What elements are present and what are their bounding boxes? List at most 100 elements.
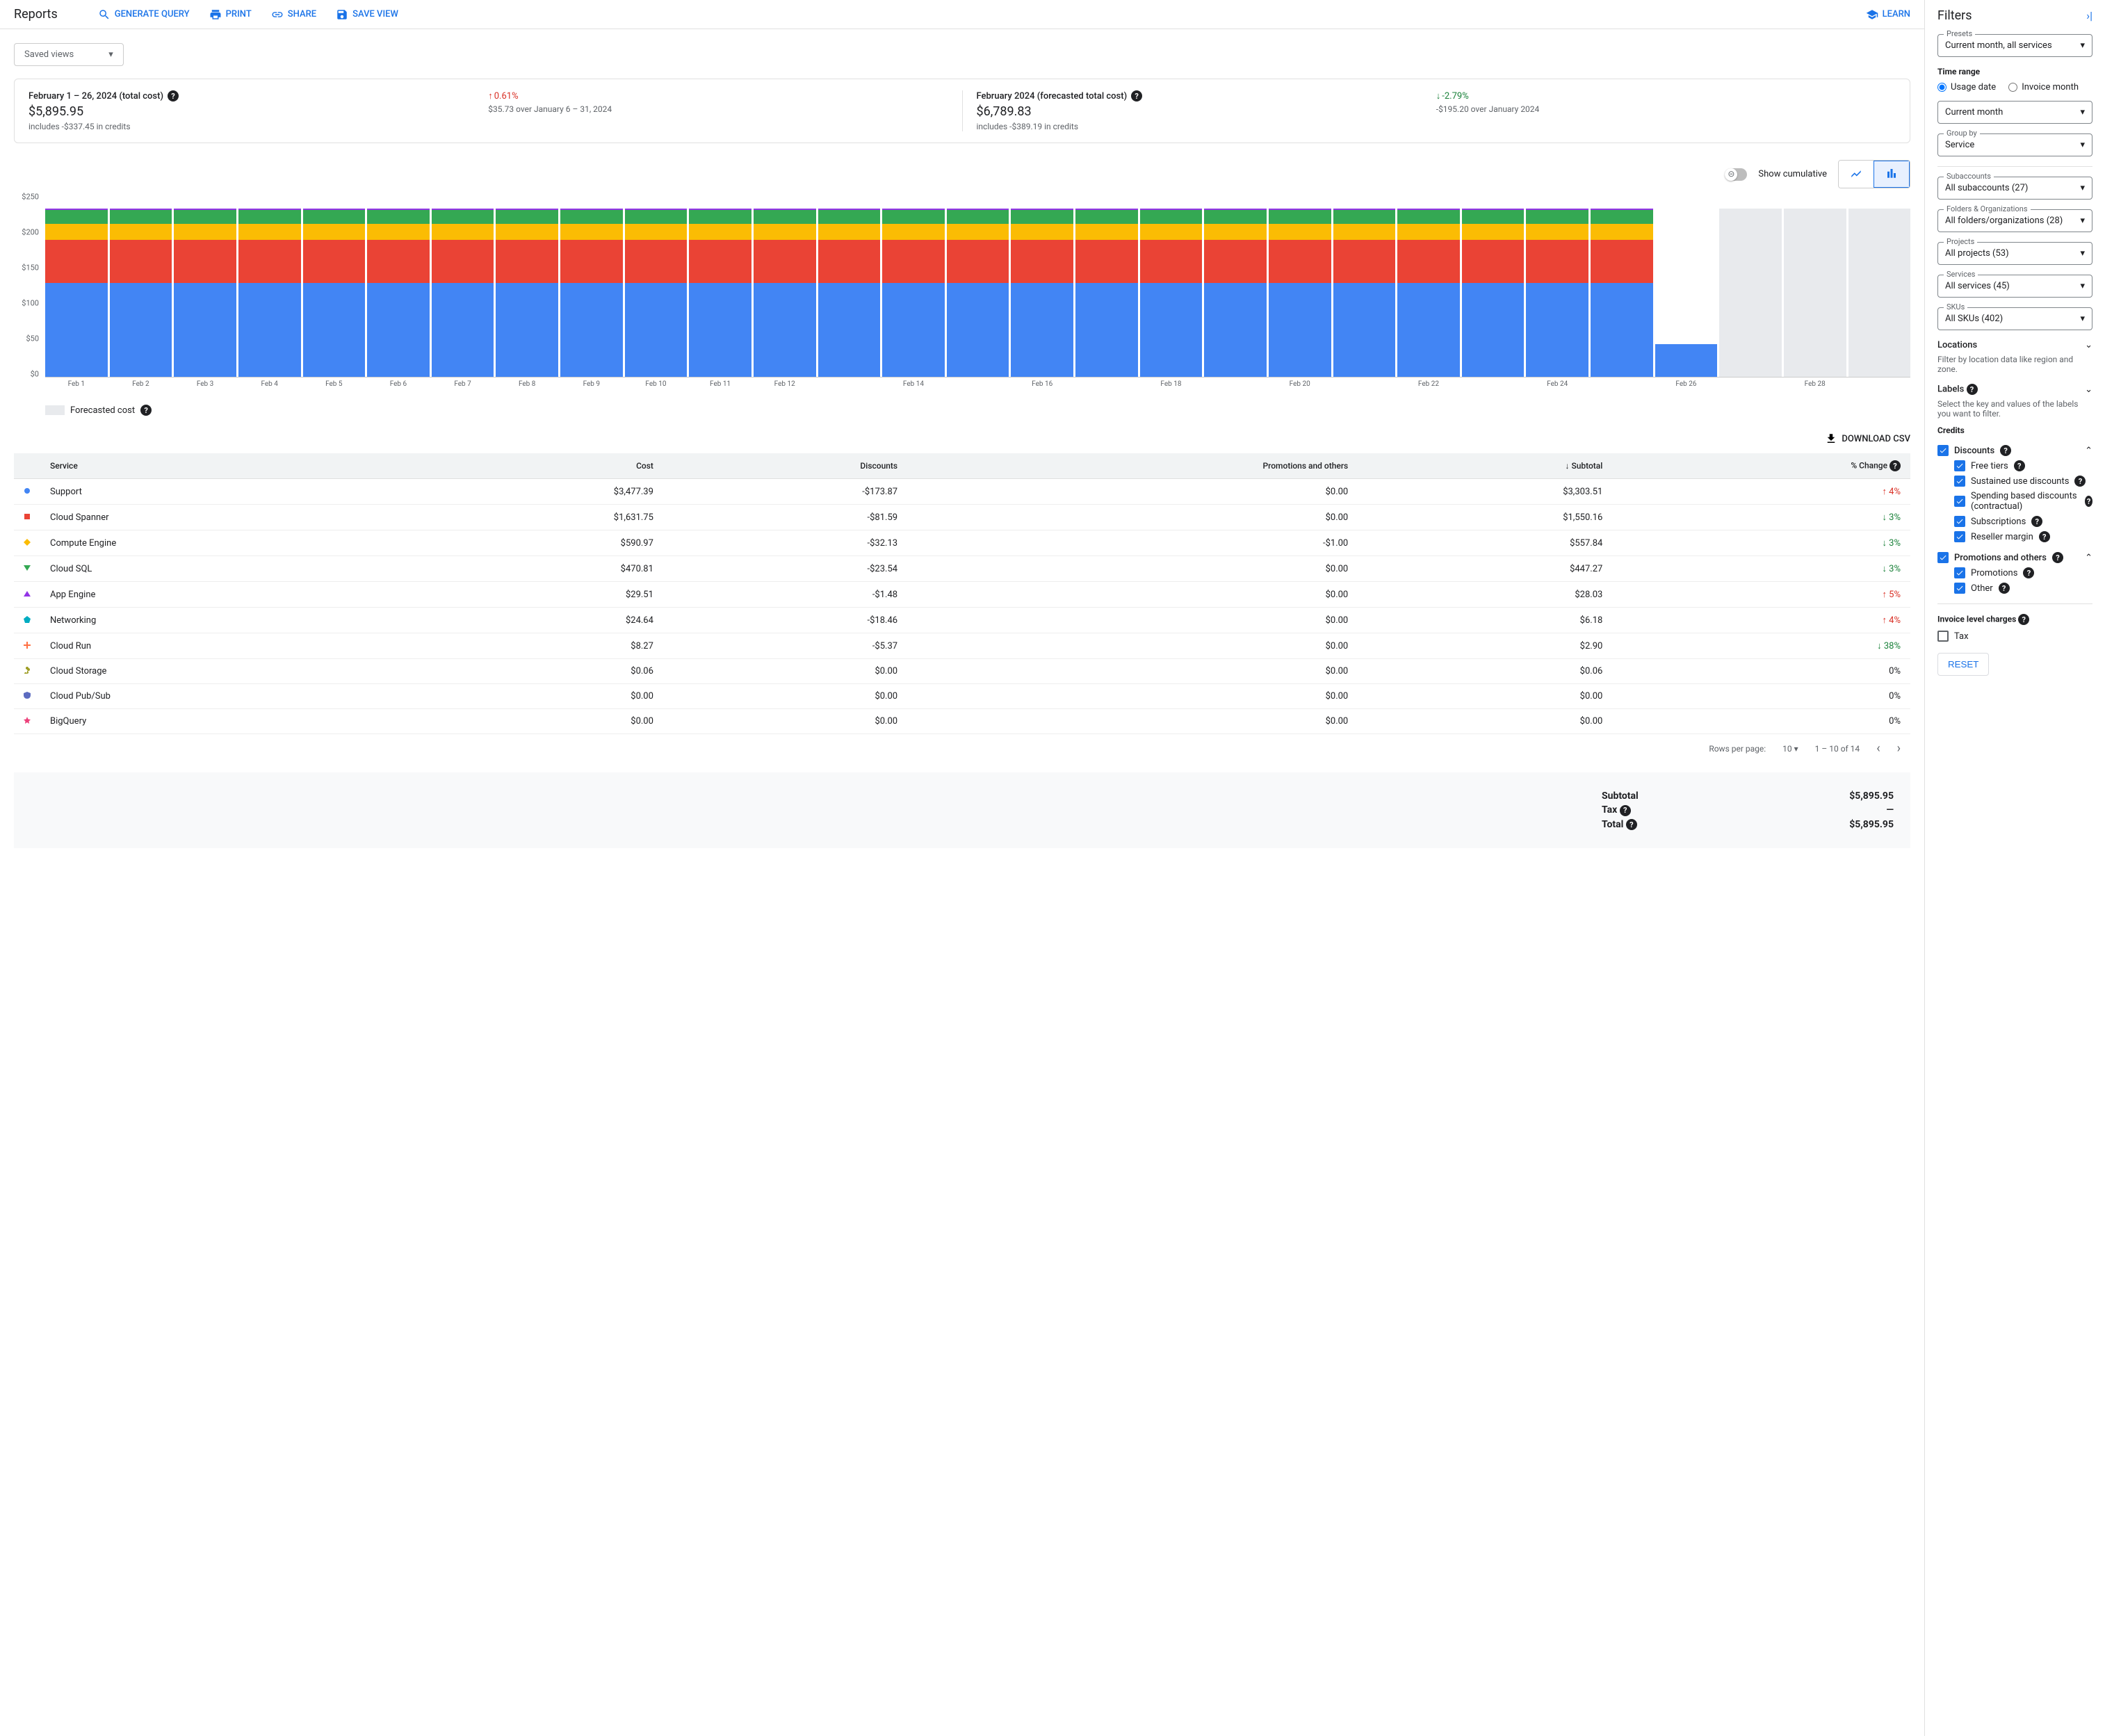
table-row[interactable]: Cloud Pub/Sub$0.00$0.00$0.00$0.000% [14, 684, 1910, 709]
table-row[interactable]: Cloud Run$8.27-$5.37$0.00$2.90↓ 38% [14, 633, 1910, 659]
share-button[interactable]: SHARE [271, 8, 316, 21]
chart-bar[interactable] [560, 197, 623, 377]
print-button[interactable]: PRINT [209, 8, 252, 21]
cumulative-toggle[interactable] [1725, 168, 1747, 181]
help-icon[interactable]: ? [2074, 476, 2086, 487]
chart-bar[interactable] [45, 197, 108, 377]
table-row[interactable]: Networking$24.64-$18.46$0.00$6.18↑ 4% [14, 608, 1910, 633]
invoice-month-radio[interactable]: Invoice month [2008, 82, 2079, 92]
chart-bar[interactable] [1655, 197, 1718, 377]
line-chart-button[interactable] [1839, 161, 1874, 188]
table-row[interactable]: Cloud SQL$470.81-$23.54$0.00$447.27↓ 3% [14, 556, 1910, 582]
chart-bar[interactable] [1526, 197, 1588, 377]
usage-date-radio[interactable]: Usage date [1937, 82, 1996, 92]
col-header[interactable]: % Change ? [1612, 453, 1910, 479]
help-icon[interactable]: ? [1620, 805, 1631, 816]
chart-bar[interactable] [367, 197, 430, 377]
chart-bar[interactable] [238, 197, 301, 377]
labels-section[interactable]: Labels ?⌄ [1937, 384, 2092, 395]
folders-select[interactable]: Folders & OrganizationsAll folders/organ… [1937, 209, 2092, 232]
services-select[interactable]: ServicesAll services (45)▾ [1937, 275, 2092, 298]
chart-bar[interactable] [818, 197, 881, 377]
chart-bar[interactable] [1140, 197, 1203, 377]
col-header[interactable]: Cost [409, 453, 663, 479]
time-range-select[interactable]: Current month ▾ [1937, 101, 2092, 124]
saved-views-dropdown[interactable]: Saved views ▾ [14, 43, 124, 66]
chart-bar[interactable] [1591, 197, 1653, 377]
help-icon[interactable]: ? [2000, 445, 2011, 456]
chart-bar[interactable] [882, 197, 945, 377]
table-row[interactable]: Compute Engine$590.97-$32.13-$1.00$557.8… [14, 530, 1910, 556]
subscriptions-checkbox[interactable] [1954, 516, 1965, 527]
table-row[interactable]: Cloud Spanner$1,631.75-$81.59$0.00$1,550… [14, 505, 1910, 530]
chart-bar[interactable] [1204, 197, 1267, 377]
learn-button[interactable]: LEARN [1866, 8, 1910, 21]
help-icon[interactable]: ? [2039, 531, 2050, 542]
help-icon[interactable]: ? [168, 90, 179, 102]
next-page-button[interactable]: › [1897, 741, 1901, 756]
help-icon[interactable]: ? [1131, 90, 1142, 102]
chart-bar[interactable] [689, 197, 751, 377]
promotions-checkbox[interactable] [1954, 567, 1965, 578]
col-header[interactable] [14, 453, 40, 479]
download-csv-button[interactable]: DOWNLOAD CSV [1825, 432, 1910, 445]
table-row[interactable]: Cloud Storage$0.06$0.00$0.00$0.060% [14, 659, 1910, 684]
help-icon[interactable]: ? [1999, 583, 2010, 594]
discounts-checkbox[interactable] [1937, 445, 1949, 456]
rows-per-page-select[interactable]: 10 ▾ [1782, 744, 1798, 754]
help-icon[interactable]: ? [2085, 496, 2092, 507]
table-row[interactable]: Support$3,477.39-$173.87$0.00$3,303.51↑ … [14, 479, 1910, 505]
collapse-filters-button[interactable]: ›| [2086, 9, 2092, 22]
help-icon[interactable]: ? [2014, 460, 2025, 471]
chart-bar[interactable] [174, 197, 236, 377]
table-row[interactable]: BigQuery$0.00$0.00$0.00$0.000% [14, 709, 1910, 734]
help-icon[interactable]: ? [1967, 384, 1978, 395]
free-tiers-checkbox[interactable] [1954, 460, 1965, 471]
chart-bar[interactable] [432, 197, 494, 377]
chart-bar[interactable] [1269, 197, 1331, 377]
chart-bar[interactable] [496, 197, 558, 377]
promotions-others-checkbox[interactable] [1937, 552, 1949, 563]
presets-select[interactable]: Presets Current month, all services ▾ [1937, 34, 2092, 57]
tax-checkbox[interactable] [1937, 631, 1949, 642]
chart-bar[interactable] [1462, 197, 1525, 377]
help-icon[interactable]: ? [1889, 460, 1901, 471]
projects-select[interactable]: ProjectsAll projects (53)▾ [1937, 242, 2092, 265]
chart-bar[interactable] [1333, 197, 1396, 377]
group-by-select[interactable]: Group by Service ▾ [1937, 133, 2092, 156]
chart-bar[interactable] [947, 197, 1009, 377]
spending-checkbox[interactable] [1954, 496, 1965, 507]
table-row[interactable]: App Engine$29.51-$1.48$0.00$28.03↑ 5% [14, 582, 1910, 608]
chart-bar[interactable] [1397, 197, 1460, 377]
chart-bar[interactable] [754, 197, 816, 377]
chart-bar[interactable] [1784, 197, 1846, 377]
bar-chart-button[interactable] [1874, 161, 1910, 188]
save-view-button[interactable]: SAVE VIEW [336, 8, 398, 21]
col-header[interactable]: Service [40, 453, 409, 479]
promotions-section[interactable]: Promotions and others ? ⌃ [1937, 552, 2092, 563]
sort-icon[interactable]: ↓ [1565, 461, 1569, 471]
chart-bar[interactable] [1075, 197, 1138, 377]
subaccounts-select[interactable]: SubaccountsAll subaccounts (27)▾ [1937, 177, 2092, 200]
skus-select[interactable]: SKUsAll SKUs (402)▾ [1937, 307, 2092, 330]
generate-query-button[interactable]: GENERATE QUERY [98, 8, 190, 21]
chart-bar[interactable] [625, 197, 688, 377]
locations-section[interactable]: Locations⌄ [1937, 340, 2092, 350]
other-checkbox[interactable] [1954, 583, 1965, 594]
chart-bar[interactable] [110, 197, 172, 377]
discounts-section[interactable]: Discounts ? ⌃ [1937, 445, 2092, 456]
help-icon[interactable]: ? [140, 405, 152, 416]
chart-bar[interactable] [1011, 197, 1073, 377]
sustained-checkbox[interactable] [1954, 476, 1965, 487]
reset-button[interactable]: RESET [1937, 653, 1989, 676]
chart-bar[interactable] [1719, 197, 1782, 377]
help-icon[interactable]: ? [2052, 552, 2063, 563]
help-icon[interactable]: ? [2023, 567, 2034, 578]
col-header[interactable]: ↓ Subtotal [1358, 453, 1612, 479]
chart-bar[interactable] [303, 197, 366, 377]
chart-bar[interactable] [1848, 197, 1911, 377]
prev-page-button[interactable]: ‹ [1876, 741, 1880, 756]
help-icon[interactable]: ? [1626, 819, 1637, 830]
reseller-checkbox[interactable] [1954, 531, 1965, 542]
col-header[interactable]: Promotions and others [907, 453, 1358, 479]
